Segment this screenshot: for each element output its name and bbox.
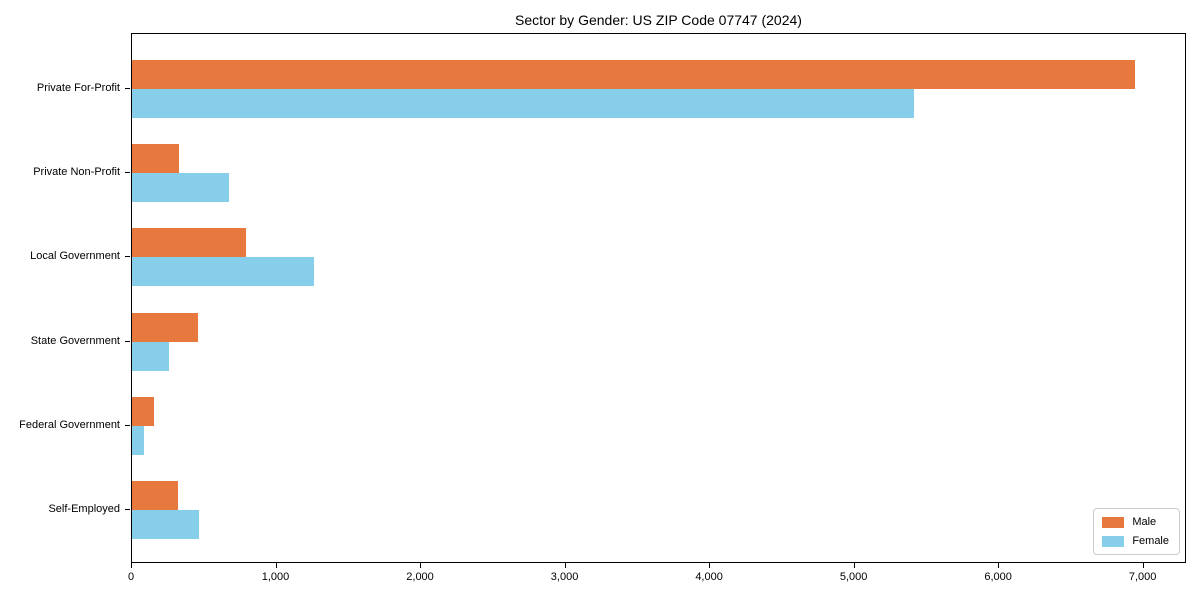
x-tick-mark (853, 563, 855, 568)
y-tick-label: Local Government (30, 250, 120, 263)
x-tick-mark (1142, 563, 1144, 568)
bar-male-5 (132, 481, 179, 510)
bar-male-2 (132, 228, 247, 258)
x-tick-mark (998, 563, 1000, 568)
bar-male-0 (132, 60, 1135, 89)
bar-female-4 (132, 425, 145, 455)
x-tick-mark (275, 563, 277, 568)
y-tick-mark (125, 256, 130, 258)
x-tick-label: 1,000 (261, 571, 290, 583)
x-tick-label: 5,000 (839, 571, 868, 583)
legend-label-male: Male (1132, 516, 1157, 528)
y-tick-label: Federal Government (19, 418, 120, 431)
legend-item-female: Female (1102, 535, 1169, 547)
bar-female-1 (132, 173, 229, 203)
bar-female-0 (132, 89, 914, 118)
y-tick-label: Private For-Profit (36, 82, 120, 94)
y-tick-label: Private Non-Profit (33, 166, 120, 179)
bar-male-1 (132, 144, 179, 174)
legend-item-male: Male (1102, 516, 1169, 528)
x-tick-mark (420, 563, 422, 568)
y-tick-label: State Government (30, 334, 120, 347)
bar-male-3 (132, 312, 198, 342)
y-tick-mark (125, 172, 130, 174)
legend-label-female: Female (1132, 535, 1169, 547)
x-tick-label: 2,000 (406, 571, 434, 583)
y-tick-mark (125, 88, 130, 89)
x-tick-label: 0 (127, 571, 135, 583)
y-tick-mark (125, 509, 130, 510)
x-tick-label: 6,000 (984, 571, 1012, 583)
plot-area: Male Female (131, 33, 1186, 563)
x-tick-label: 7,000 (1128, 571, 1157, 583)
x-tick-mark (709, 563, 711, 568)
bar-female-3 (132, 341, 169, 371)
legend-swatch-male (1102, 516, 1125, 528)
chart-title: Sector by Gender: US ZIP Code 07747 (202… (515, 12, 802, 28)
x-tick-label: 3,000 (550, 571, 579, 583)
x-tick-label: 4,000 (695, 571, 723, 583)
y-tick-mark (125, 340, 130, 342)
legend-swatch-female (1102, 535, 1125, 547)
y-tick-label: Self-Employed (48, 503, 120, 515)
x-tick-mark (564, 563, 566, 568)
y-tick-mark (125, 424, 130, 426)
bar-male-4 (132, 396, 154, 426)
bar-female-5 (132, 510, 200, 539)
legend: Male Female (1093, 508, 1180, 555)
bar-female-2 (132, 257, 315, 287)
x-tick-mark (131, 563, 132, 568)
